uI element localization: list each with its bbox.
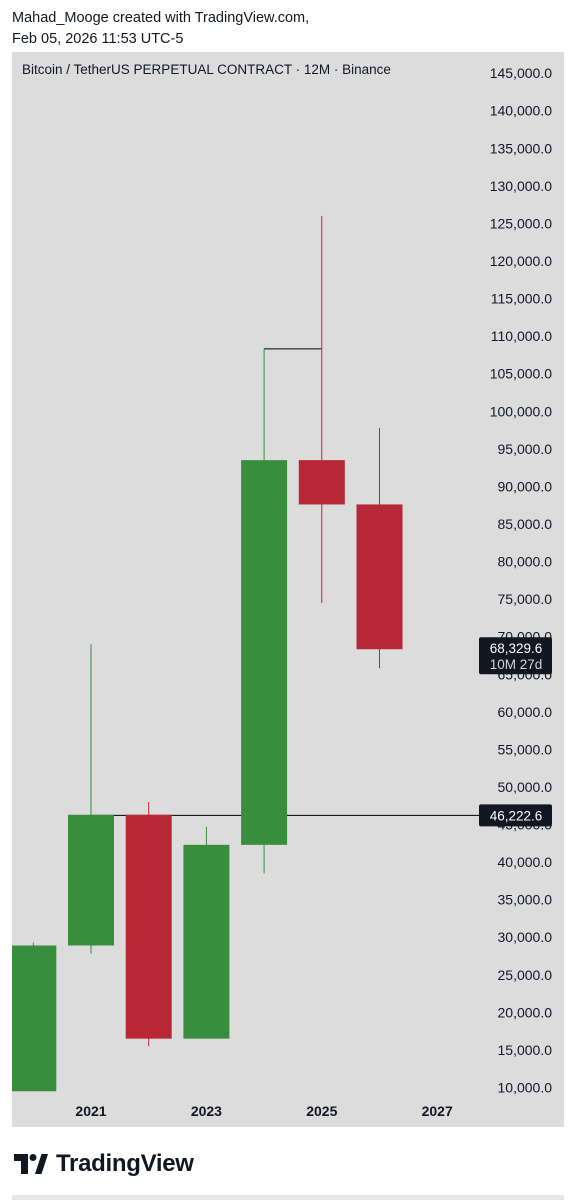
y-tick-label: 100,000.0 xyxy=(490,403,552,419)
y-tick-label: 50,000.0 xyxy=(498,779,553,795)
candle-body[interactable] xyxy=(10,945,57,1092)
y-tick-label: 85,000.0 xyxy=(498,516,553,532)
y-tick-label: 75,000.0 xyxy=(498,591,553,607)
y-tick-label: 80,000.0 xyxy=(498,554,553,570)
y-tick-label: 35,000.0 xyxy=(498,892,553,908)
tradingview-brand-name: TradingView xyxy=(56,1150,194,1177)
y-tick-label: 120,000.0 xyxy=(490,253,552,269)
y-tick-label: 110,000.0 xyxy=(491,328,552,344)
candle-body[interactable] xyxy=(241,460,288,845)
tradingview-logo-icon xyxy=(14,1154,48,1174)
x-tick-label: 2021 xyxy=(75,1103,106,1119)
y-tick-label: 115,000.0 xyxy=(491,291,552,307)
tradingview-logo[interactable]: TradingView xyxy=(14,1150,194,1178)
x-tick-label: 2023 xyxy=(191,1103,222,1119)
horizontal-line-label: 46,222.6 xyxy=(490,808,543,823)
last-price-label: 68,329.6 xyxy=(490,641,543,656)
attribution-line-2: Feb 05, 2026 11:53 UTC-5 xyxy=(12,31,184,47)
chart-attribution: Mahad_Mooge created with TradingView.com… xyxy=(12,8,309,50)
bottom-strip xyxy=(12,1195,564,1200)
y-tick-label: 60,000.0 xyxy=(498,704,553,720)
x-tick-label: 2025 xyxy=(306,1103,337,1119)
y-tick-label: 15,000.0 xyxy=(498,1042,553,1058)
y-tick-label: 145,000.0 xyxy=(490,65,552,81)
y-tick-label: 30,000.0 xyxy=(498,929,553,945)
horizontal-line-label-box xyxy=(479,804,552,827)
y-tick-label: 20,000.0 xyxy=(498,1004,553,1020)
y-tick-label: 125,000.0 xyxy=(490,215,552,231)
y-tick-label: 135,000.0 xyxy=(490,140,552,156)
candle-body[interactable] xyxy=(298,460,345,505)
candle-body[interactable] xyxy=(68,814,114,946)
attribution-line-1: Mahad_Mooge created with TradingView.com… xyxy=(12,10,310,26)
y-tick-label: 10,000.0 xyxy=(498,1080,553,1096)
x-tick-label: 2027 xyxy=(422,1103,453,1119)
y-tick-label: 25,000.0 xyxy=(498,967,553,983)
bar-countdown-label: 10M 27d xyxy=(490,657,543,672)
chart-panel[interactable] xyxy=(12,52,564,1127)
y-tick-label: 95,000.0 xyxy=(498,441,553,457)
last-price-label-box xyxy=(479,637,552,675)
y-tick-label: 130,000.0 xyxy=(490,178,552,194)
y-tick-label: 140,000.0 xyxy=(490,103,552,119)
y-tick-label: 40,000.0 xyxy=(498,854,553,870)
candle-body[interactable] xyxy=(125,814,172,1039)
y-tick-label: 105,000.0 xyxy=(490,366,552,382)
symbol-title: Bitcoin / TetherUS PERPETUAL CONTRACT · … xyxy=(22,62,391,77)
candle-body[interactable] xyxy=(356,504,403,650)
y-tick-label: 55,000.0 xyxy=(498,741,553,757)
y-tick-label: 90,000.0 xyxy=(498,478,553,494)
candle-body[interactable] xyxy=(183,844,230,1039)
